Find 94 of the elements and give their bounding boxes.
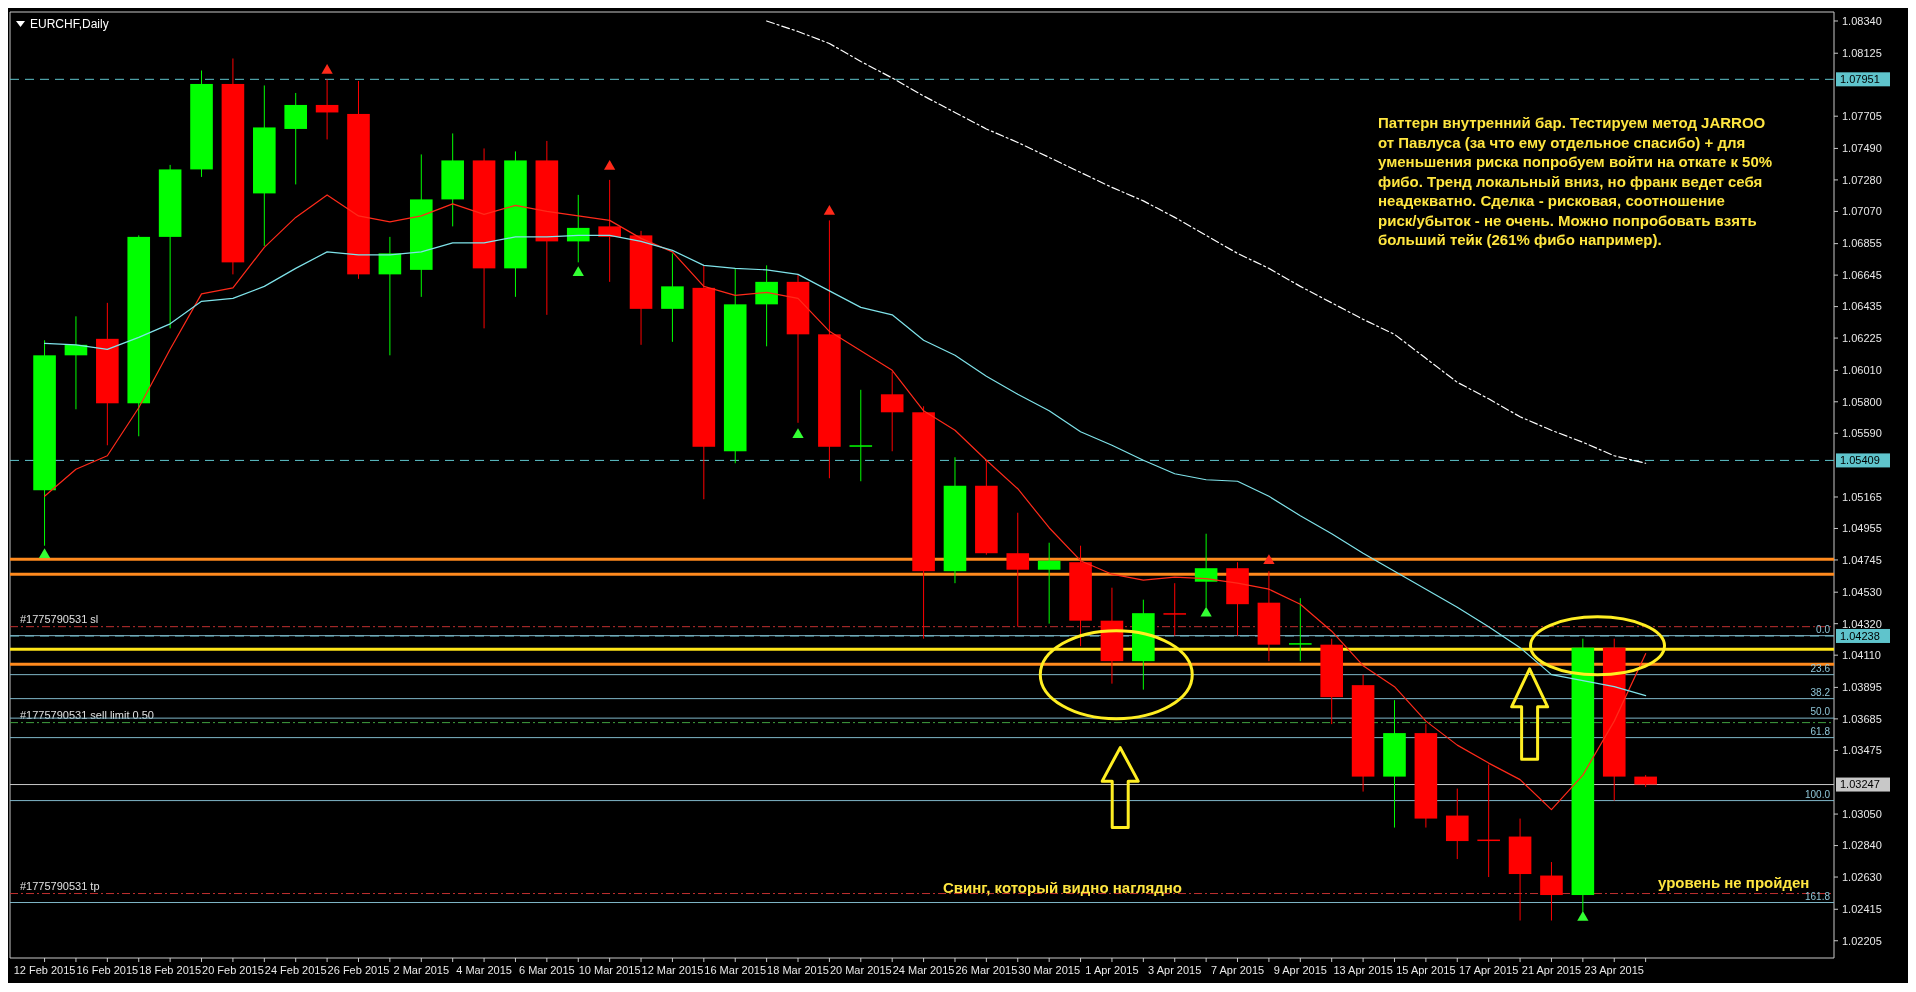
x-tick-label: 16 Mar 2015 [704,964,767,976]
x-tick-label: 18 Mar 2015 [767,964,829,976]
y-tick-label: 1.03895 [1842,681,1882,694]
candlestick [1006,512,1030,628]
y-tick-label: 1.05590 [1842,427,1882,440]
x-tick-label: 4 Mar 2015 [456,964,512,976]
y-tick-label: 1.02630 [1842,870,1882,883]
y-tick-label: 1.07490 [1842,142,1882,155]
x-tick-label: 12 Mar 2015 [641,964,704,976]
y-tick-label: 1.03050 [1842,807,1882,820]
x-tick-label: 2 Mar 2015 [393,964,450,976]
y-tick-label: 1.03475 [1842,744,1882,757]
x-tick-label: 6 Mar 2015 [519,964,575,976]
y-tick-label: 1.06435 [1842,300,1882,313]
text: EURCHF,Daily [30,17,109,31]
point [1200,606,1212,617]
point [321,63,333,74]
ref-line-label: #1775790531 tp [20,879,100,892]
point [38,548,51,558]
x-tick-label: 10 Mar 2015 [578,964,641,976]
point [1577,911,1589,921]
x-tick-label: 3 Apr 2015 [1148,964,1202,976]
x-tick-label: 16 Feb 2015 [76,964,139,976]
ref-line-label: 1.05409 [1840,454,1880,467]
x-tick-label: 26 Mar 2015 [955,964,1018,976]
ref-line-label: #1775790531 sell limit 0.50 [20,708,154,721]
x-tick-label: 17 Apr 2015 [1459,964,1519,976]
candlestick [1037,542,1061,625]
x-tick-label: 15 Apr 2015 [1396,964,1456,976]
ref-line-label: #1775790531 sl [20,612,99,625]
x-tick-label: 23 Apr 2015 [1584,964,1644,976]
y-tick-label: 1.06225 [1842,331,1882,344]
annotation: 23.6 [1810,662,1831,674]
y-tick-label: 1.06855 [1842,237,1882,250]
y-tick-label: 1.05165 [1842,490,1882,503]
y-tick-label: 1.02205 [1842,934,1882,947]
ref-line-label: 1.03247 [1840,778,1880,791]
annotation: 61.8 [1810,725,1831,737]
candlestick [1289,597,1312,662]
annotation: Свинг, который видно наглядно [943,879,1183,896]
x-tick-label: 20 Mar 2015 [829,964,892,976]
candlestick [849,389,873,482]
y-tick-label: 1.07705 [1842,110,1882,123]
point [572,266,584,277]
point [792,428,804,439]
x-tick-label: 7 Apr 2015 [1210,964,1265,976]
annotation: 100.0 [1804,788,1831,800]
candlestick [598,179,621,283]
y-tick-label: 1.02415 [1842,903,1882,916]
y-tick-label: 1.02840 [1842,839,1882,852]
y-tick-label: 1.08125 [1842,47,1882,60]
annotation: 0.0 [1816,623,1831,635]
y-tick-label: 1.05800 [1842,395,1882,408]
y-tick-label: 1.04320 [1842,617,1882,630]
annotation: уровень не пройден [1658,874,1810,891]
candlestick [566,194,590,263]
candlestick [755,264,778,347]
point [1263,554,1275,564]
y-tick-label: 1.07280 [1842,173,1882,186]
y-tick-label: 1.08340 [1842,14,1882,27]
candlestick [661,252,684,343]
ref-line-label: 1.04238 [1840,629,1880,642]
candlestick [315,78,339,140]
x-tick-label: 13 Apr 2015 [1333,964,1393,976]
point [823,204,836,215]
x-tick-label: 9 Apr 2015 [1273,964,1327,976]
x-tick-label: 12 Feb 2015 [13,964,76,976]
point [604,159,616,170]
candlestick [378,236,402,356]
x-tick-label: 20 Feb 2015 [202,964,264,976]
x-tick-label: 26 Feb 2015 [327,964,390,976]
x-tick-label: 24 Feb 2015 [264,964,327,976]
candlestick [1163,582,1187,637]
y-tick-label: 1.07070 [1842,205,1882,218]
candlestick [880,371,904,452]
x-tick-label: 30 Mar 2015 [1018,964,1081,976]
y-tick-label: 1.04110 [1842,649,1881,662]
candlestick [1540,861,1563,922]
annotation: 161.8 [1804,890,1831,902]
y-tick-label: 1.03685 [1842,712,1882,725]
y-tick-label: 1.04530 [1842,586,1882,599]
y-tick-label: 1.06645 [1842,268,1882,281]
x-tick-label: 18 Feb 2015 [139,964,202,976]
annotation: Паттерн внутренний бар. Тестируем метод JARROO от Павлуса (за что ему отдельное спасибо) + для уменьшения риска попробуем войти на откате к 50% фибо. Тренд локальный вниз, но франк ведет себя неадекватно. Сделка - рисковая, соотношение риск/убыток - не очень. Можно попробовать взять больший тейк (261% фибо например). [1378,114,1773,248]
annotation: 38.2 [1810,686,1831,698]
x-tick-label: 1 Apr 2015 [1085,964,1139,976]
y-tick-label: 1.06010 [1842,364,1882,377]
x-tick-label: 21 Apr 2015 [1521,964,1582,976]
x-tick-label: 24 Mar 2015 [892,964,955,976]
y-tick-label: 1.04745 [1842,553,1882,566]
annotation: 50.0 [1810,706,1831,718]
candlestick [284,92,308,185]
ref-line-label: 1.07951 [1840,73,1880,86]
y-tick-label: 1.04955 [1842,522,1882,535]
